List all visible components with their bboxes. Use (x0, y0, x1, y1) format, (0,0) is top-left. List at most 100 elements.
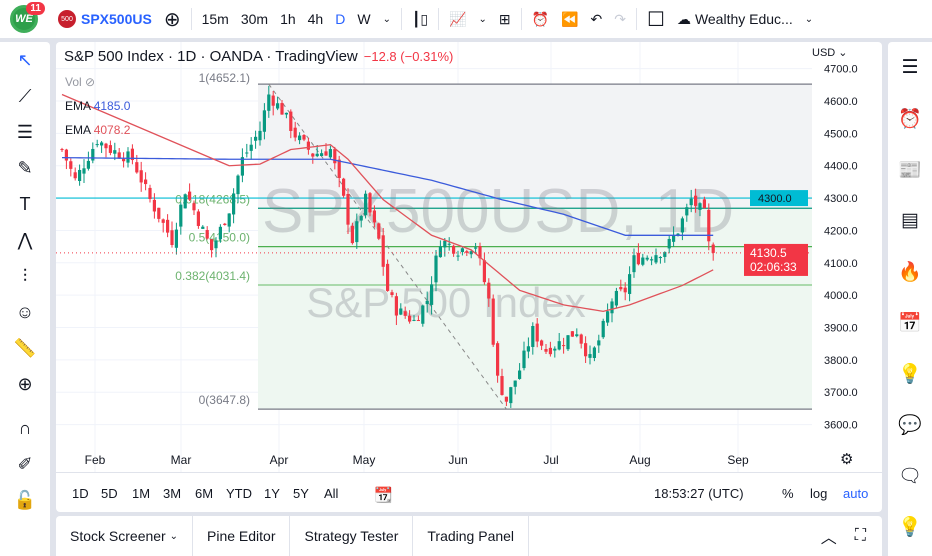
tab-trading-panel[interactable]: Trading Panel (413, 516, 530, 556)
date-range-icon[interactable]: 📆 (374, 487, 393, 504)
candle (280, 99, 284, 115)
candle (478, 242, 482, 266)
horizontal-lines-icon[interactable]: ☰ (16, 121, 34, 142)
range-3m[interactable]: 3M (163, 486, 182, 501)
messages-icon[interactable]: 🗨 (897, 465, 923, 487)
ema-legend-1[interactable]: EMA 4185.0 (65, 99, 131, 113)
chart-panel[interactable]: 1(4652.1)0.618(4268.5)0.5(4150.0)0.382(4… (56, 42, 882, 512)
maximize-icon[interactable]: ⛶ (854, 527, 866, 544)
candle-body (381, 235, 385, 267)
chats-icon[interactable]: 💬 (898, 414, 922, 436)
layout-grid-icon[interactable]: ⊞ (498, 10, 511, 27)
range-ytd[interactable]: YTD (226, 486, 252, 501)
percent-toggle[interactable]: % (782, 486, 794, 501)
fullscreen-square-icon[interactable]: ☐ (647, 8, 665, 31)
candle-body (610, 301, 614, 314)
emoji-icon[interactable]: ☺ (15, 301, 35, 322)
candle (667, 235, 671, 254)
interval-w[interactable]: W (357, 11, 371, 27)
candle (513, 380, 517, 395)
candle-body (73, 172, 77, 179)
interval-4h[interactable]: 4h (307, 11, 324, 27)
candle (443, 237, 447, 257)
lock-drawing-icon[interactable]: ✐ (17, 453, 33, 474)
undo-icon[interactable]: ↶ (590, 10, 603, 27)
lock-icon[interactable]: 🔓 (13, 489, 37, 510)
candles-icon[interactable]: ┃▯ (411, 10, 429, 27)
range-1d[interactable]: 1D (72, 486, 89, 501)
profile-logo[interactable]: WE 11 (10, 2, 45, 33)
interval-dropdown-icon[interactable]: ⌄ (382, 13, 391, 25)
hidden-eye-icon[interactable]: ⊘ (85, 75, 96, 89)
tab-stock-screener[interactable]: Stock Screener ⌄ (56, 516, 193, 556)
collapse-chevron-up-icon[interactable]: ︿ (820, 530, 837, 547)
candle-body (306, 141, 310, 150)
candle (64, 148, 68, 170)
tab-strategy-tester[interactable]: Strategy Tester (290, 516, 414, 556)
ruler-icon[interactable]: 📏 (13, 337, 37, 358)
candle (249, 137, 253, 160)
candle-body (161, 219, 165, 223)
range-1m[interactable]: 1M (132, 486, 151, 501)
compare-add-icon[interactable]: ⊕ (163, 8, 181, 31)
candle (130, 144, 134, 165)
hotlists-icon[interactable]: 🔥 (898, 261, 922, 283)
interval-30m[interactable]: 30m (240, 11, 269, 27)
alert-icon[interactable]: ⏰ (531, 10, 550, 27)
range-6m[interactable]: 6M (195, 486, 214, 501)
help-icon[interactable]: 💡 (898, 516, 922, 538)
replay-icon[interactable]: ⏪ (561, 10, 579, 27)
watchlist-icon[interactable]: ☰ (901, 57, 919, 78)
interval-15m[interactable]: 15m (201, 11, 229, 27)
currency-selector[interactable]: USD ⌄ (812, 47, 848, 59)
price-tick: 4100.0 (824, 258, 858, 270)
candle (82, 159, 86, 184)
range-5y[interactable]: 5Y (293, 486, 309, 501)
prediction-icon[interactable]: ⫶ (22, 265, 28, 286)
redo-icon[interactable]: ↷ (614, 10, 626, 27)
pattern-icon[interactable]: ⋀ (17, 229, 33, 250)
candle-body (412, 319, 416, 321)
text-icon[interactable]: T (19, 193, 31, 214)
zoom-in-icon[interactable]: ⊕ (17, 373, 33, 394)
ideas-icon[interactable]: 💡 (898, 363, 922, 385)
brush-icon[interactable]: ✎ (17, 157, 33, 178)
vol-legend[interactable]: Vol ⊘ (65, 75, 96, 89)
cursor-icon[interactable]: ↖ (17, 49, 33, 70)
news-icon[interactable]: 📰 (898, 159, 922, 181)
candle (355, 213, 359, 249)
ema-legend-2[interactable]: EMA 4078.2 (65, 123, 131, 137)
fib-zone-upper (258, 84, 812, 209)
candle (469, 250, 473, 259)
account-dropdown-icon[interactable]: ⌄ (804, 13, 814, 25)
candle-body (333, 149, 337, 164)
range-all[interactable]: All (324, 486, 339, 501)
candle-body (474, 247, 478, 249)
price-chart[interactable]: 1(4652.1)0.618(4268.5)0.5(4150.0)0.382(4… (56, 42, 882, 512)
auto-toggle[interactable]: auto (843, 486, 869, 501)
indicators-icon[interactable]: 📈 (449, 10, 467, 27)
candle-body (482, 260, 486, 283)
candle-body (707, 209, 711, 242)
save-layout-button[interactable]: ☁ Wealthy Educ... (676, 10, 793, 28)
range-1y[interactable]: 1Y (264, 486, 280, 501)
candle (452, 244, 456, 257)
interval-1h[interactable]: 1h (280, 11, 296, 27)
calendar-icon[interactable]: 📅 (898, 312, 922, 334)
candle-body (575, 334, 579, 337)
trend-line-icon[interactable]: ⟋ (18, 85, 32, 106)
symbol-search[interactable]: 500 SPX500US (52, 0, 158, 38)
range-5d[interactable]: 5D (101, 486, 118, 501)
candle-body (562, 345, 566, 347)
data-window-icon[interactable]: ▤ (901, 210, 919, 231)
chart-header: S&P 500 Index · 1D · OANDA · TradingView… (64, 48, 454, 65)
interval-d[interactable]: D (335, 11, 346, 27)
indicators-dropdown-icon[interactable]: ⌄ (478, 13, 487, 25)
candle-body (214, 240, 218, 249)
log-toggle[interactable]: log (810, 486, 828, 501)
settings-gear-icon[interactable]: ⚙ (840, 451, 854, 468)
magnet-icon[interactable]: ∩ (18, 417, 32, 438)
tab-pine-editor[interactable]: Pine Editor (193, 516, 291, 556)
alarm-icon[interactable]: ⏰ (898, 108, 922, 130)
candle (320, 149, 324, 157)
